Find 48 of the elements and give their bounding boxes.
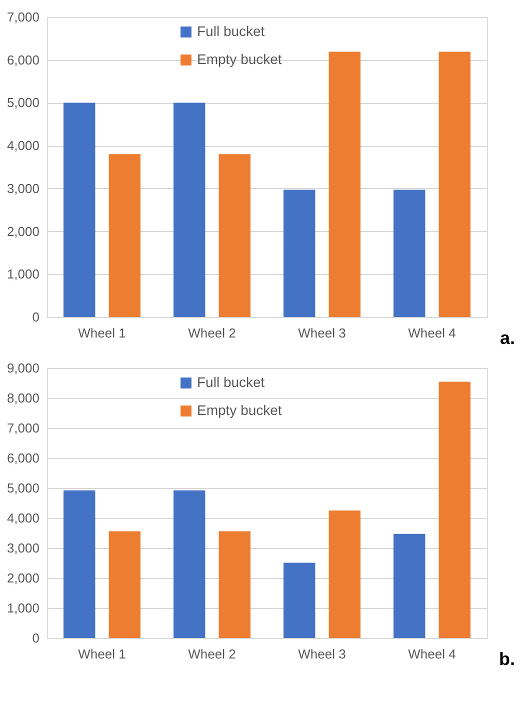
bar <box>108 531 140 638</box>
legend-label: Empty bucket <box>197 51 282 67</box>
y-tick-label: 3,000 <box>6 180 40 196</box>
y-tick-label: 1,000 <box>6 600 40 616</box>
bar <box>174 102 206 317</box>
y-tick-label: 1,000 <box>6 266 40 282</box>
x-tick-label: Wheel 3 <box>298 646 346 662</box>
text: b. <box>499 649 515 669</box>
bar <box>394 534 426 638</box>
y-tick-label: 5,000 <box>6 95 40 110</box>
legend-label: Full bucket <box>197 374 265 390</box>
bar <box>284 190 316 317</box>
bar <box>218 154 250 317</box>
y-tick-label: 6,000 <box>6 52 40 68</box>
y-tick-label: 7,000 <box>6 420 40 436</box>
y-tick-label: 4,000 <box>6 510 40 526</box>
bar <box>328 510 360 638</box>
bar <box>438 52 470 317</box>
bar <box>328 52 360 317</box>
bar <box>218 531 250 638</box>
legend-label: Empty bucket <box>197 402 282 418</box>
y-tick-label: 5,000 <box>6 480 40 496</box>
bar <box>394 190 426 317</box>
legend-label: Full bucket <box>197 23 265 39</box>
y-tick-label: 0 <box>32 630 40 646</box>
x-tick-label: Wheel 1 <box>78 326 126 340</box>
y-tick-label: 7,000 <box>6 10 40 24</box>
x-tick-label: Wheel 1 <box>78 646 126 662</box>
x-tick-label: Wheel 4 <box>408 646 456 662</box>
x-tick-label: Wheel 3 <box>298 326 346 340</box>
y-tick-label: 2,000 <box>6 224 40 239</box>
y-tick-label: 3,000 <box>6 540 40 556</box>
bar <box>174 490 206 638</box>
y-tick-label: 6,000 <box>6 450 40 466</box>
x-tick-label: Wheel 2 <box>188 646 236 662</box>
bar <box>64 490 96 638</box>
y-tick-label: 8,000 <box>6 390 40 406</box>
bar <box>108 154 140 317</box>
y-tick-label: 0 <box>32 310 40 324</box>
bar <box>64 102 96 317</box>
x-tick-label: Wheel 4 <box>408 326 456 340</box>
bar <box>284 562 316 638</box>
x-tick-label: Wheel 2 <box>188 326 236 340</box>
text: a. <box>500 328 515 348</box>
y-tick-label: 4,000 <box>6 138 40 154</box>
y-tick-label: 9,000 <box>6 360 40 376</box>
y-tick-label: 2,000 <box>6 570 40 586</box>
bar <box>438 382 470 638</box>
